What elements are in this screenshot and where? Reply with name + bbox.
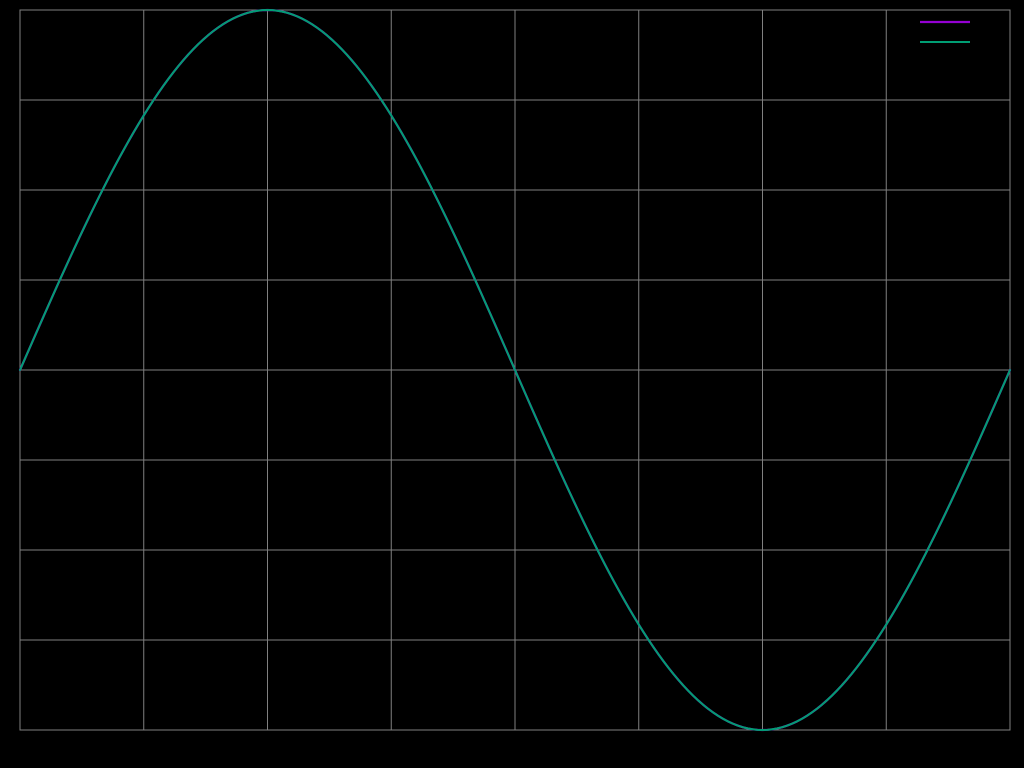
chart-background [0,0,1024,768]
sine-chart [0,0,1024,768]
